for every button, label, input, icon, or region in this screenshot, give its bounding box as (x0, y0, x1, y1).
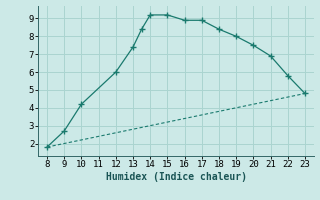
X-axis label: Humidex (Indice chaleur): Humidex (Indice chaleur) (106, 172, 246, 182)
